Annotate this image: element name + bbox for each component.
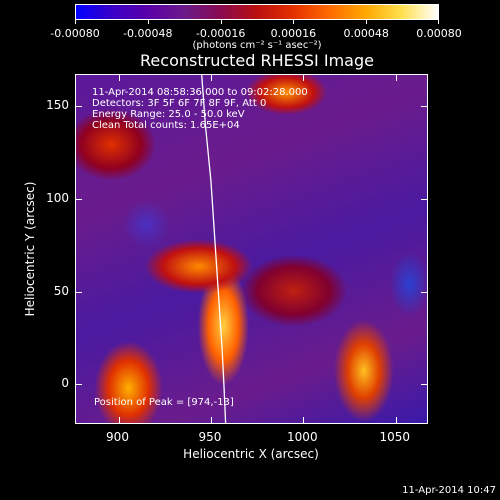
chart-title: Reconstructed RHESSI Image <box>140 51 374 70</box>
info-clean-counts: Clean Total counts: 1.65E+04 <box>92 120 240 131</box>
colorbar-tick-label: 0.00016 <box>270 27 317 40</box>
y-tick <box>421 291 427 293</box>
colorbar-tick <box>438 20 439 24</box>
x-tick <box>118 75 120 81</box>
y-tick-label: 100 <box>46 191 69 206</box>
solar-limb-line <box>201 75 227 423</box>
colorbar <box>75 4 439 20</box>
x-tick <box>395 75 397 81</box>
x-tick <box>395 417 397 423</box>
y-tick <box>421 106 427 108</box>
colorbar-tick-label: -0.00080 <box>50 27 100 40</box>
colorbar-tick-label: -0.00016 <box>195 27 246 40</box>
colorbar-tick <box>293 20 295 24</box>
info-time-range: 11-Apr-2014 08:58:36.000 to 09:02:28.000 <box>92 87 308 98</box>
x-axis-label: Heliocentric X (arcsec) <box>183 447 319 461</box>
x-tick <box>210 417 212 423</box>
y-tick <box>421 199 427 201</box>
colorbar-tick <box>220 20 222 24</box>
y-tick <box>76 199 82 201</box>
colorbar-tick-label: 0.00048 <box>343 27 389 40</box>
colorbar-tick-label: -0.00048 <box>123 27 173 40</box>
x-tick-label: 950 <box>198 430 222 444</box>
x-tick-label: 1000 <box>287 430 318 444</box>
timestamp: 11-Apr-2014 10:47 <box>402 485 496 496</box>
x-tick <box>210 75 212 81</box>
plot-area: 11-Apr-2014 08:58:36.000 to 09:02:28.000… <box>75 74 428 424</box>
y-tick-label: 0 <box>61 376 69 391</box>
x-tick <box>303 75 305 81</box>
x-tick-label: 900 <box>106 430 129 444</box>
y-tick <box>76 384 82 386</box>
info-detectors: Detectors: 3F 5F 6F 7F 8F 9F, Att 0 <box>92 98 267 109</box>
colorbar-tick <box>147 20 149 24</box>
y-tick-label: 50 <box>53 283 69 298</box>
x-tick-label: 1050 <box>379 430 410 444</box>
y-tick <box>421 384 427 386</box>
y-tick <box>76 106 82 108</box>
y-tick <box>76 291 82 293</box>
info-energy-range: Energy Range: 25.0 - 50.0 keV <box>92 109 245 120</box>
peak-position-label: Position of Peak = [974,-13] <box>94 397 234 408</box>
x-tick <box>303 417 305 423</box>
colorbar-tick <box>75 20 76 24</box>
y-tick-label: 150 <box>46 98 69 113</box>
plot-svg <box>201 75 227 423</box>
colorbar-unit-label: (photons cm⁻² s⁻¹ asec⁻²) <box>192 40 322 51</box>
colorbar-tick <box>366 20 368 24</box>
colorbar-tick-label: 0.00080 <box>416 27 462 40</box>
x-tick <box>118 417 120 423</box>
y-axis-label: Heliocentric Y (arcsec) <box>23 181 37 317</box>
